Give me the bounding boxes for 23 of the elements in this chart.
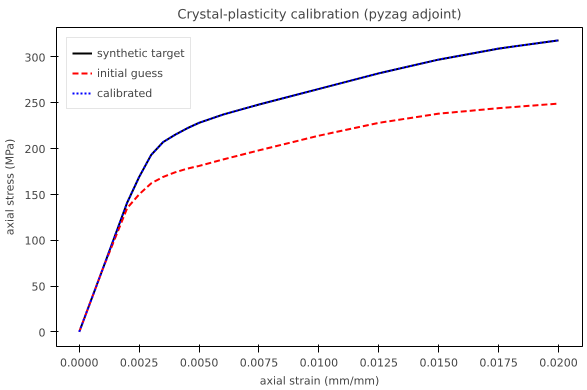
y-axis-title: axial stress (MPa) [4,138,17,236]
x-tick-label: 0.0000 [60,356,99,370]
legend-label: synthetic target [97,46,185,60]
y-tick-label: 300 [24,51,46,64]
x-tick-label: 0.0025 [120,356,158,370]
x-axis-title: axial strain (mm/mm) [260,374,380,388]
y-tick-label: 50 [32,280,46,294]
x-tick-label: 0.0150 [419,356,458,370]
y-tick-label: 0 [38,326,46,340]
x-tick-label: 0.0075 [240,356,278,370]
x-tick-label: 0.0175 [479,356,518,370]
y-tick-label: 100 [24,234,46,248]
legend-label: calibrated [97,86,152,100]
line-series [78,39,560,333]
x-tick-label: 0.0100 [300,356,338,370]
x-tick-label: 0.0050 [180,356,218,370]
y-tick-label: 200 [24,143,46,156]
chart-title: Crystal-plasticity calibration (pyzag adjoint) [177,8,462,22]
x-tick-label: 0.0200 [539,356,578,370]
legend-label: initial guess [97,66,163,80]
y-tick-label: 150 [24,188,46,202]
y-tick-label: 250 [24,97,46,110]
x-tick-label: 0.0125 [360,356,398,370]
